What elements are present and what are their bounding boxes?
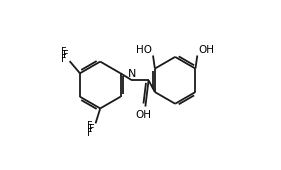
Text: F: F	[63, 50, 69, 60]
Text: F: F	[61, 47, 66, 57]
Text: HO: HO	[136, 45, 152, 55]
Text: F: F	[61, 54, 66, 64]
Text: F: F	[87, 121, 92, 131]
Text: F: F	[89, 124, 95, 134]
Text: F: F	[87, 128, 92, 138]
Text: OH: OH	[198, 45, 214, 55]
Text: OH: OH	[135, 110, 151, 120]
Text: N: N	[128, 69, 136, 79]
